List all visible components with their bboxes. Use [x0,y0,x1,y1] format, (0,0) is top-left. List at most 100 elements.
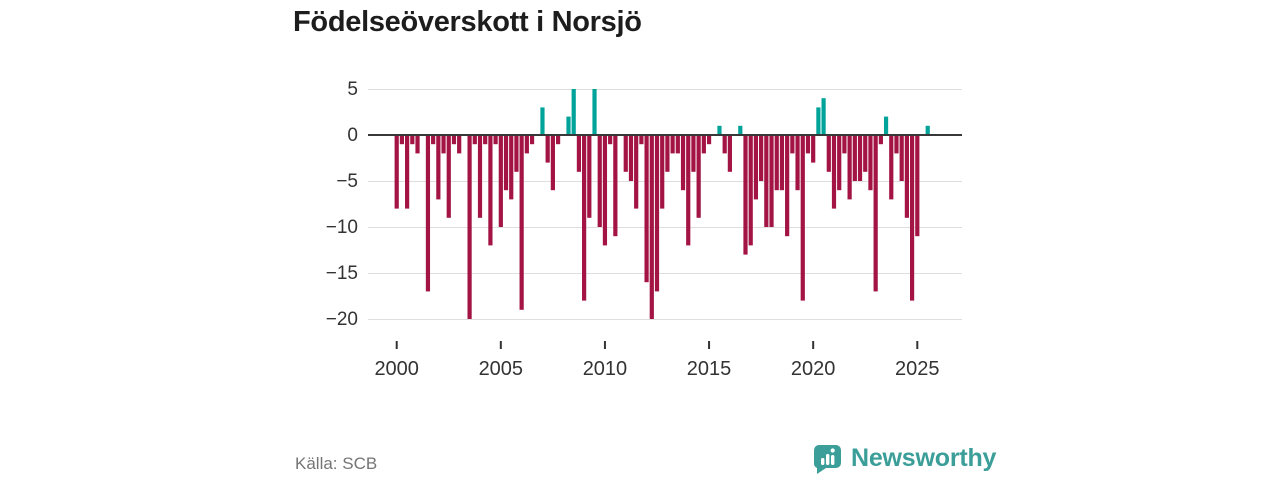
y-tick-label: −15 [326,263,358,284]
bar-negative [441,135,446,154]
bar-positive [540,107,545,135]
bar-negative [576,135,582,172]
bar-negative [602,135,608,246]
bar-positive [592,89,597,135]
logo-bar-3 [831,455,835,465]
bar-negative [431,135,436,145]
bar-positive [821,98,826,135]
logo-bar-1 [821,458,825,465]
bar-negative [509,135,514,200]
bar-negative [644,135,649,283]
bar-negative [582,135,587,301]
bar-negative [904,135,909,218]
bar-negative [852,135,857,181]
bar-negative [670,135,675,154]
bar-negative [639,135,644,145]
y-tick-label: 0 [347,125,358,146]
bar-negative [649,135,654,319]
bar-negative [873,135,878,292]
bar-positive [816,107,821,135]
bar-negative [847,135,852,200]
x-tick-label: 2000 [374,358,419,380]
y-axis-labels: 5 0 −5 −10 −15 −20 [326,79,358,330]
bar-negative [868,135,873,191]
x-axis-ticks [395,341,919,349]
bar-negative [436,135,441,200]
logo-bar-2 [826,454,830,465]
bar-negative [529,135,535,145]
bar-negative [790,135,795,154]
bar-negative [628,135,634,181]
bar-negative [753,135,759,200]
bar-negative [915,135,920,237]
bar-negative [488,135,493,246]
newsworthy-logo: Newsworthy [812,443,996,474]
bar-negative [503,135,509,191]
bar-negative [477,135,483,218]
bar-negative [889,135,894,200]
bar-negative [550,135,555,191]
x-tick-label: 2020 [791,358,836,380]
bar-negative [623,135,628,172]
bar-negative [795,135,800,191]
x-axis-labels: 2000 2005 2010 2015 2020 2025 [374,358,939,380]
bar-negative [727,135,732,172]
bar-negative [555,135,561,145]
newsworthy-wordmark: Newsworthy [851,444,997,472]
source-label: Källa: SCB [295,454,378,473]
bars-group [394,89,930,319]
bar-negative [483,135,488,145]
bar-negative [842,135,847,154]
bar-negative [493,135,498,145]
y-tick-label: −5 [336,171,358,192]
bar-negative [498,135,503,227]
bar-negative [826,135,831,172]
bar-negative [779,135,785,191]
bar-negative [878,135,883,145]
x-tick-label: 2010 [583,358,628,380]
bar-negative [769,135,774,227]
bar-negative [748,135,753,246]
bar-negative [660,135,665,209]
bar-positive [925,125,930,135]
bar-negative [415,135,420,154]
bar-negative [446,135,451,218]
x-tick-label: 2025 [895,358,940,380]
chart-title: Födelseöverskott i Norsjö [293,6,642,38]
x-tick-label: 2005 [479,358,524,380]
bar-negative [764,135,769,227]
bar-negative [665,135,670,172]
bar-negative [410,135,415,145]
bar-negative [634,135,639,209]
bar-negative [394,135,399,209]
bar-negative [467,135,472,319]
bar-negative [675,135,680,154]
bar-negative [743,135,748,255]
logo-dot [830,448,835,453]
bar-negative [706,135,712,145]
bar-negative [863,135,868,172]
x-tick-label: 2015 [687,358,732,380]
bar-negative [514,135,519,172]
bar-positive [883,116,889,135]
bar-negative [691,135,696,172]
bar-negative [800,135,805,301]
bar-negative [545,135,550,163]
birth-surplus-chart: 5 0 −5 −10 −15 −20 2000 2005 2010 2015 2020 2025 [326,79,962,380]
bar-negative [909,135,915,301]
y-grid [368,89,962,320]
newsworthy-logo-icon [813,445,841,474]
bar-negative [608,135,613,145]
bar-negative [472,135,477,145]
bar-negative [899,135,904,181]
bar-negative [399,135,405,145]
bar-negative [524,135,529,154]
bar-negative [811,135,816,163]
bar-negative [774,135,779,191]
y-tick-label: 5 [347,79,358,100]
bar-negative [831,135,837,209]
bar-negative [805,135,811,154]
bar-negative [701,135,706,154]
bar-negative [405,135,410,209]
bar-negative [759,135,764,181]
